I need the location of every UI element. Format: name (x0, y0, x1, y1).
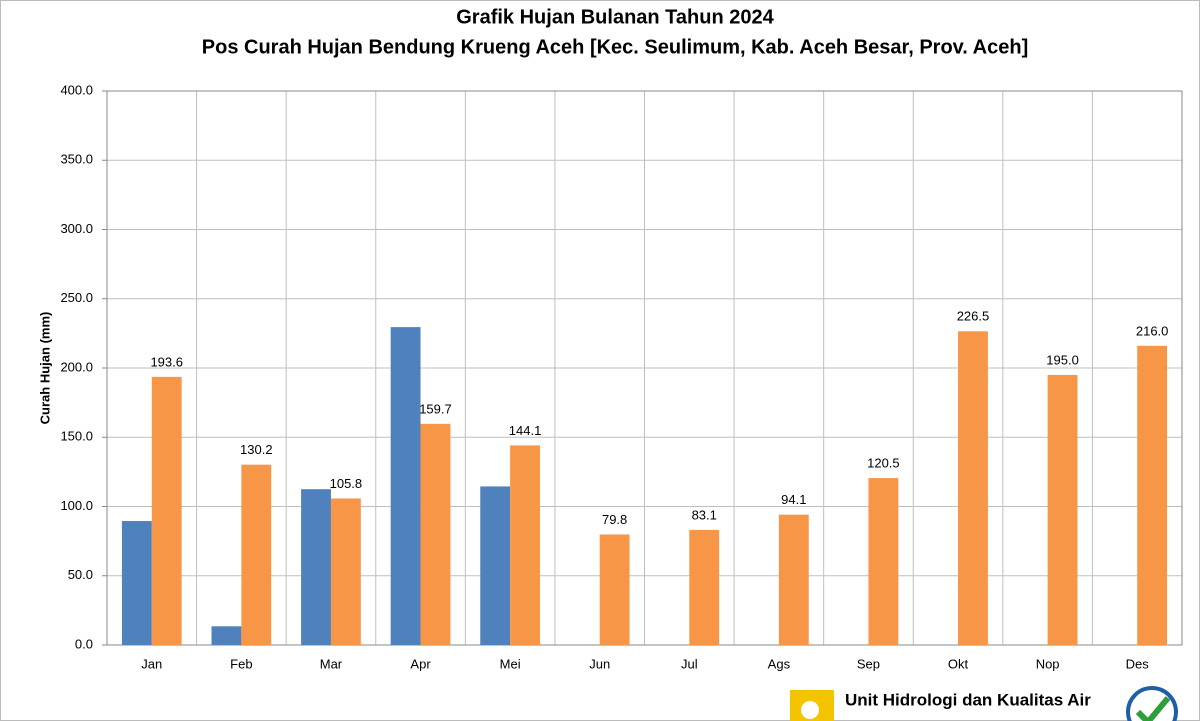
bar (121, 521, 152, 645)
data-label: 193.6 (150, 354, 183, 369)
x-tick-label: Des (1126, 656, 1150, 671)
y-tick-label: 250.0 (60, 290, 93, 305)
x-tick-label: Jun (589, 656, 610, 671)
bar (1137, 345, 1168, 645)
x-tick-label: Apr (410, 656, 431, 671)
logo-mark (801, 701, 819, 719)
data-label: 226.5 (957, 309, 990, 324)
footer-text: Unit Hidrologi dan Kualitas Air (845, 690, 1091, 709)
bar (420, 423, 451, 645)
x-tick-label: Jan (141, 656, 162, 671)
y-tick-label: 300.0 (60, 221, 93, 236)
bar (480, 486, 511, 645)
bar (211, 626, 242, 645)
bar (868, 478, 899, 645)
x-tick-label: Mei (500, 656, 521, 671)
bar (301, 489, 331, 645)
data-label: 159.7 (419, 401, 452, 416)
bar (599, 534, 630, 645)
data-label: 216.0 (1136, 323, 1169, 338)
x-tick-label: Ags (768, 656, 791, 671)
chart-subtitle: Pos Curah Hujan Bendung Krueng Aceh [Kec… (202, 36, 1028, 58)
data-label: 105.8 (330, 476, 363, 491)
chart-title: Grafik Hujan Bulanan Tahun 2024 (456, 6, 774, 28)
data-label: 83.1 (692, 507, 717, 522)
bar (510, 445, 540, 645)
x-tick-label: Jul (681, 656, 698, 671)
x-tick-label: Nop (1036, 656, 1060, 671)
bar (151, 376, 182, 645)
x-tick-label: Feb (230, 656, 252, 671)
x-tick-label: Mar (320, 656, 343, 671)
y-tick-label: 100.0 (60, 498, 93, 513)
bar (958, 331, 988, 645)
y-tick-label: 50.0 (68, 567, 93, 582)
data-label: 130.2 (240, 442, 273, 457)
y-axis-label: Curah Hujan (mm) (37, 312, 52, 425)
y-tick-label: 200.0 (60, 359, 93, 374)
data-label: 120.5 (867, 456, 900, 471)
x-tick-label: Okt (948, 656, 969, 671)
data-label: 94.1 (781, 492, 806, 507)
plot-border (106, 90, 1183, 646)
data-label: 79.8 (602, 512, 627, 527)
data-label: 195.0 (1046, 352, 1079, 367)
y-tick-label: 150.0 (60, 429, 93, 444)
y-tick-label: 350.0 (60, 152, 93, 167)
bar (330, 498, 361, 645)
iso-check (1135, 696, 1171, 721)
bar (241, 464, 272, 645)
data-label: 144.1 (509, 423, 542, 438)
x-tick-label: Sep (857, 656, 880, 671)
logo (790, 686, 1178, 721)
y-tick-label: 0.0 (75, 636, 93, 651)
bar (1047, 374, 1078, 645)
bar (778, 514, 809, 645)
bar (390, 327, 421, 645)
bar (689, 529, 720, 645)
y-tick-label: 400.0 (60, 82, 93, 97)
